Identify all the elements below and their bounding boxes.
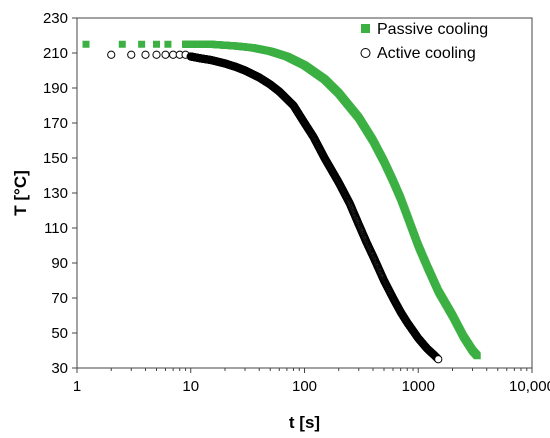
y-tick-label: 230 (43, 10, 68, 27)
series-active-cooling (107, 50, 443, 364)
y-tick-label: 50 (51, 325, 68, 342)
legend-marker-passive-cooling (361, 24, 370, 33)
x-axis-title: t [s] (289, 413, 320, 432)
x-tick-label: 1000 (402, 378, 435, 395)
data-point (141, 50, 150, 59)
x-tick-label: 10 (182, 378, 199, 395)
data-point (138, 40, 146, 48)
y-tick-label: 30 (51, 360, 68, 377)
y-tick-label: 90 (51, 255, 68, 272)
y-tick-label: 150 (43, 150, 68, 167)
y-axis-title: T [°C] (11, 170, 30, 216)
y-tick-label: 70 (51, 290, 68, 307)
data-point (434, 355, 443, 364)
y-tick-label: 210 (43, 45, 68, 62)
data-point (473, 352, 481, 360)
data-point (127, 50, 136, 59)
y-tick-label: 110 (44, 220, 68, 237)
y-tick-label: 170 (43, 115, 68, 132)
series-passive-cooling (82, 40, 481, 360)
data-point (161, 50, 170, 59)
series-layer (82, 40, 481, 364)
data-point (82, 40, 90, 48)
data-point (118, 40, 126, 48)
y-tick-label: 130 (43, 185, 68, 202)
data-point (107, 50, 116, 59)
data-point (152, 50, 161, 59)
legend: Passive cooling Active cooling (360, 21, 488, 62)
legend-label-active-cooling: Active cooling (377, 45, 476, 62)
x-tick-label: 10,000 (509, 378, 550, 395)
x-tick-label: 100 (292, 378, 317, 395)
legend-label-passive-cooling: Passive cooling (377, 21, 488, 38)
y-tick-label: 190 (43, 80, 68, 97)
data-point (164, 40, 172, 48)
x-axis: 1 10 100 1000 10,000 (73, 368, 550, 395)
y-axis: 30 50 70 90 110 130 150 170 190 210 230 (43, 10, 77, 377)
legend-marker-active-cooling (360, 48, 371, 58)
data-point (153, 40, 161, 48)
x-tick-label: 1 (73, 378, 81, 395)
